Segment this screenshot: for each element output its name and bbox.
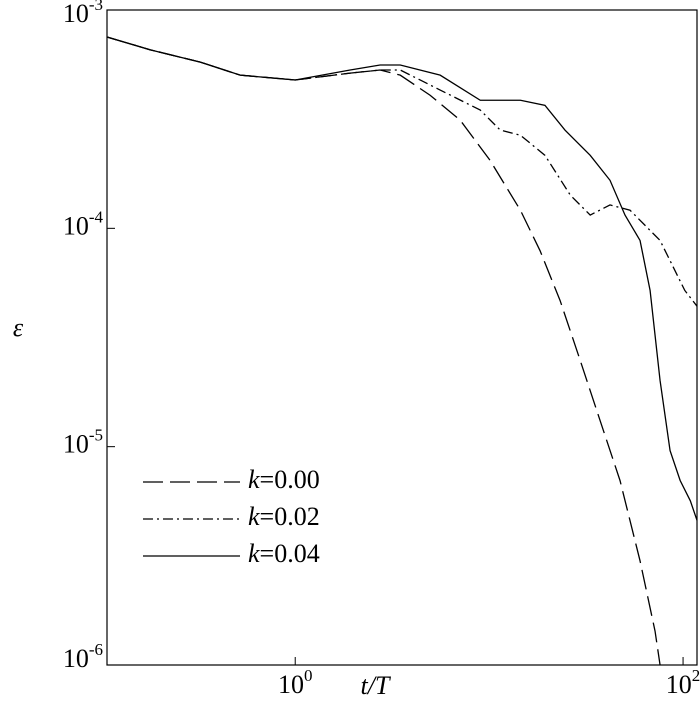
series-line xyxy=(106,36,698,307)
x-axis-label: t/T xyxy=(361,671,391,700)
y-tick-label: 10-5 xyxy=(63,426,103,459)
y-tick-label: 10-6 xyxy=(63,640,103,673)
plot-frame xyxy=(106,9,698,666)
legend-label: k=0.02 xyxy=(248,502,320,531)
legend-label: k=0.00 xyxy=(248,465,320,494)
legend-label: k=0.04 xyxy=(248,539,320,568)
y-axis-label: ε xyxy=(13,313,24,342)
x-tick-label: 102 xyxy=(666,666,700,699)
series-line xyxy=(106,36,698,521)
series-line xyxy=(106,36,661,666)
x-tick-label: 100 xyxy=(278,666,313,699)
y-tick-label: 10-3 xyxy=(63,0,103,28)
y-tick-label: 10-4 xyxy=(63,207,104,240)
